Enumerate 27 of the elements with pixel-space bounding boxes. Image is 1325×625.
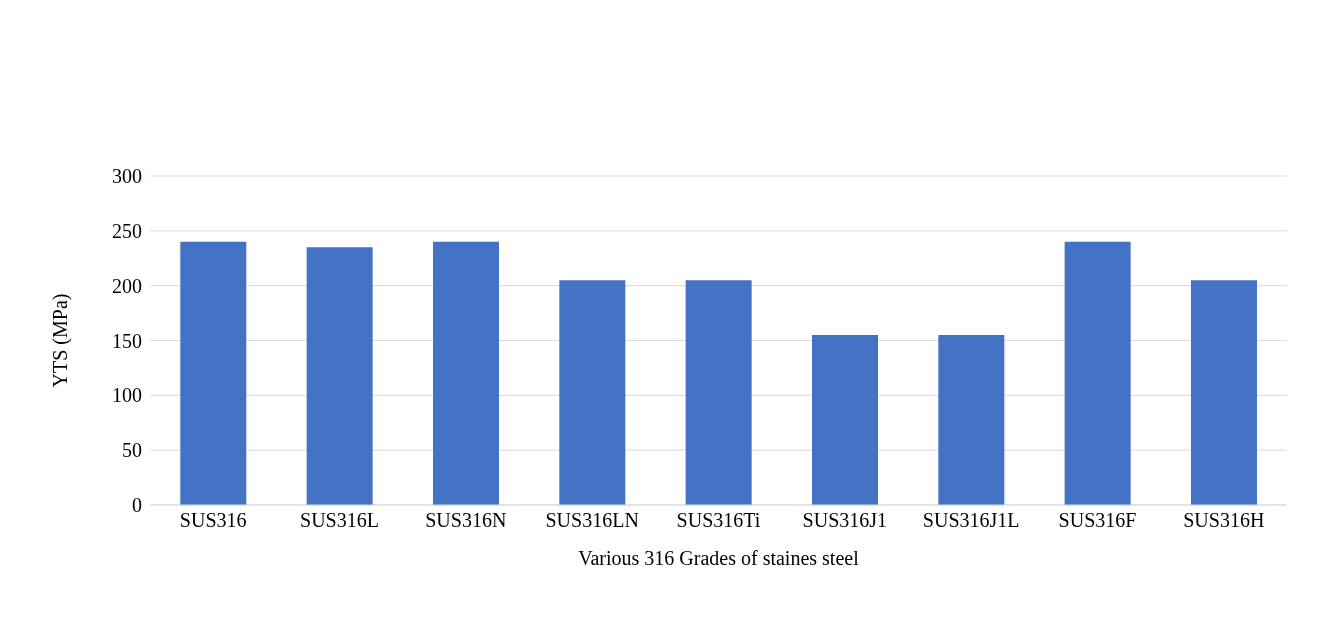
x-tick-label: SUS316N [425, 509, 507, 532]
x-tick-label: SUS316LN [545, 509, 639, 532]
bar [1190, 280, 1257, 505]
y-axis-title: YTS (MPa) [49, 293, 73, 388]
x-tick-label: SUS316Ti [676, 509, 761, 532]
bar [432, 241, 499, 505]
y-tick-label: 50 [122, 439, 142, 462]
y-tick-label: 150 [112, 329, 142, 352]
x-tick-label: SUS316J1 [802, 509, 888, 532]
x-axis-title: Various 316 Grades of staines steel [578, 547, 860, 569]
bar [306, 247, 373, 505]
x-tick-label: SUS316L [300, 509, 379, 532]
x-tick-label: SUS316F [1058, 509, 1137, 532]
y-tick-label: 0 [132, 494, 142, 517]
y-tick-label: 300 [112, 165, 142, 188]
bar [685, 280, 752, 505]
y-tick-label: 100 [112, 384, 142, 407]
x-tick-label: SUS316H [1183, 509, 1265, 532]
bar [811, 335, 878, 505]
bar [559, 280, 626, 505]
y-tick-label: 250 [112, 219, 142, 242]
x-tick-label: SUS316 [179, 509, 247, 532]
bar [180, 241, 247, 505]
bar [1064, 241, 1131, 505]
y-tick-label: 200 [112, 274, 142, 297]
bar [938, 335, 1005, 505]
x-tick-label: SUS316J1L [922, 509, 1020, 532]
